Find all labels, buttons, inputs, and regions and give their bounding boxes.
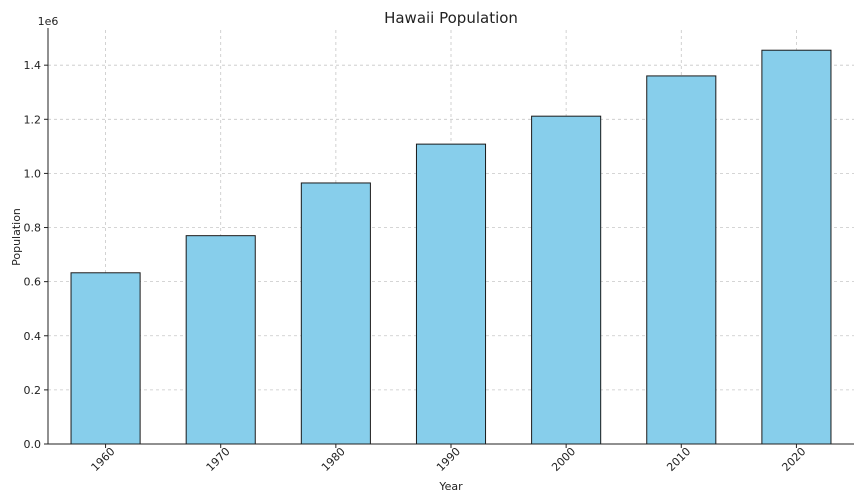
x-tick-label: 1990	[434, 445, 463, 474]
bar-2000	[531, 115, 602, 445]
bar-1980	[300, 182, 371, 445]
bar-1960	[70, 272, 141, 445]
chart-title: Hawaii Population	[384, 9, 518, 27]
x-tick-label: 2010	[664, 445, 693, 474]
x-tick-label: 2000	[549, 445, 578, 474]
y-tick-label: 0.2	[24, 384, 42, 397]
y-tick-label: 1.2	[24, 113, 42, 126]
x-tick-label: 1970	[204, 445, 233, 474]
bar-2020	[761, 49, 832, 445]
y-tick-label: 1.4	[24, 59, 42, 72]
x-tick-label: 1980	[319, 445, 348, 474]
bar-1990	[415, 143, 487, 445]
bars	[70, 49, 832, 445]
y-tick-label: 0.8	[24, 222, 42, 235]
y-axis-label: Population	[10, 208, 23, 266]
y-tick-label: 0.6	[24, 276, 42, 289]
y-axis-offset-label: 1e6	[38, 15, 59, 28]
x-tick-label: 2020	[779, 445, 808, 474]
y-tick-label: 0.0	[24, 438, 42, 451]
x-tick-label: 1960	[89, 445, 118, 474]
x-axis-label: Year	[438, 480, 463, 493]
y-tick-label: 1.0	[24, 167, 42, 180]
y-tick-label: 0.4	[24, 330, 42, 343]
bar-2010	[646, 75, 717, 445]
bar-1970	[185, 235, 256, 445]
